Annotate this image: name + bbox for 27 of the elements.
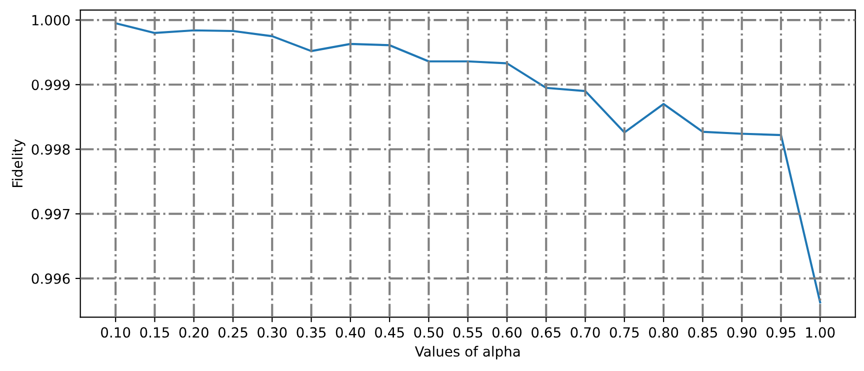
y-tick-label: 0.998 bbox=[32, 144, 70, 155]
x-tick-label: 0.20 bbox=[179, 327, 208, 338]
x-tick-label: 0.25 bbox=[218, 327, 248, 338]
x-tick-label: 0.15 bbox=[140, 327, 169, 338]
x-tick-label: 0.65 bbox=[532, 327, 560, 338]
y-tick-label: 0.996 bbox=[32, 273, 70, 284]
y-tick-label: 0.997 bbox=[32, 208, 70, 220]
x-tick-label: 0.60 bbox=[492, 327, 522, 338]
x-tick-label: 1.00 bbox=[806, 327, 835, 338]
line-series bbox=[114, 22, 822, 304]
y-tick-label: 0.999 bbox=[32, 80, 70, 90]
x-tick-label: 0.10 bbox=[101, 327, 130, 338]
y-tick-label: 1.000 bbox=[32, 15, 70, 26]
x-tick-label: 0.40 bbox=[336, 327, 365, 338]
x-tick-label: 0.90 bbox=[727, 327, 756, 338]
x-axis-title: Values of alpha bbox=[414, 346, 520, 360]
x-tick-label: 0.80 bbox=[649, 327, 678, 338]
x-tick-label: 0.35 bbox=[296, 327, 326, 338]
x-tick-label: 0.95 bbox=[766, 327, 796, 338]
x-tick-label: 0.55 bbox=[453, 327, 482, 338]
x-tick-label: 0.45 bbox=[375, 327, 404, 338]
x-tick-label: 0.30 bbox=[258, 327, 287, 338]
x-tick-label: 0.70 bbox=[570, 327, 600, 338]
y-axis-title: Fidelity bbox=[12, 139, 26, 188]
x-tick-label: 0.50 bbox=[414, 327, 444, 338]
x-tick-label: 0.75 bbox=[610, 327, 639, 338]
x-tick-label: 0.85 bbox=[688, 327, 717, 338]
